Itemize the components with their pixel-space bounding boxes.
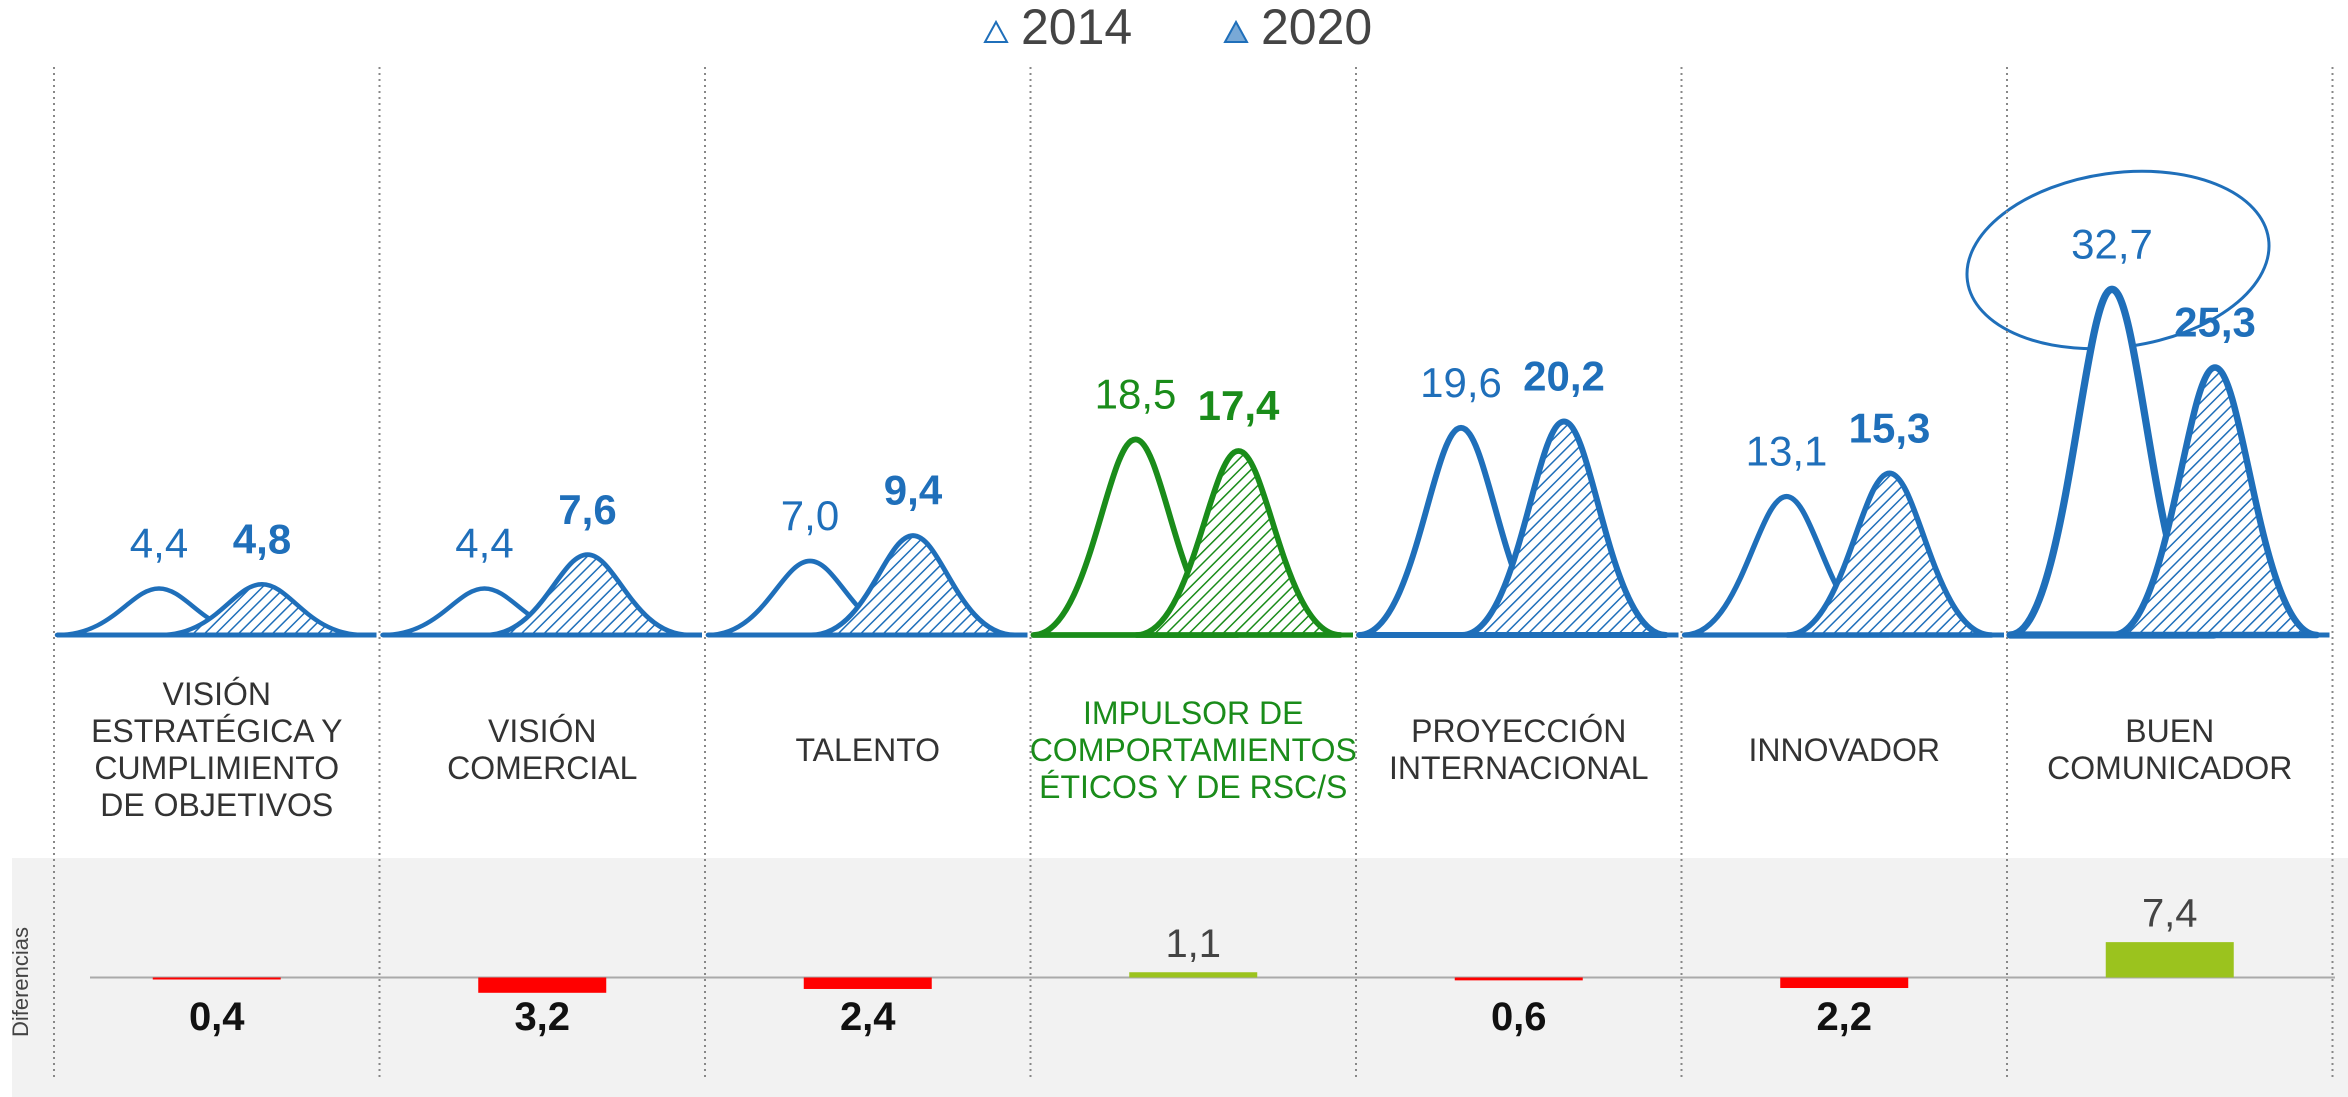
category-label: INNOVADOR: [1748, 731, 1940, 768]
bar: [1780, 977, 1909, 989]
value-label: 4,4: [455, 520, 513, 567]
legend-label: 2020: [1261, 0, 1372, 55]
value-label: 20,2: [1523, 353, 1605, 400]
peak: [1784, 470, 1995, 638]
category-label: VISIÓN COMERCIAL: [447, 713, 638, 786]
value-label: 17,4: [1198, 382, 1280, 429]
bar: [478, 977, 607, 993]
value-label: 3,2: [514, 995, 570, 1039]
category-label: VISIÓN ESTRATÉGICA Y CUMPLIMIENTO DE OBJ…: [91, 676, 343, 823]
category-label: PROYECCIÓN INTERNACIONAL: [1388, 713, 1649, 786]
value-label: 0,6: [1491, 995, 1547, 1039]
value-label: 13,1: [1746, 428, 1828, 475]
value-label: 2,2: [1816, 995, 1872, 1039]
peak: [1133, 448, 1344, 638]
peak: [1458, 418, 1670, 639]
bar: [803, 977, 932, 989]
legend-label: 2014: [1021, 0, 1132, 55]
value-label: 7,0: [781, 492, 839, 539]
value-label: 7,4: [2142, 892, 2198, 936]
y-axis-label: Diferencias: [8, 927, 33, 1037]
bar: [1454, 977, 1583, 981]
value-label: 4,4: [130, 520, 188, 567]
value-label: 15,3: [1849, 404, 1931, 451]
bar: [2105, 942, 2234, 978]
category-label: IMPULSOR DE COMPORTAMIENTOS ÉTICOS Y DE …: [1029, 694, 1357, 805]
value-label: 7,6: [558, 486, 616, 533]
value-label: 1,1: [1165, 922, 1221, 966]
bar: [152, 977, 281, 980]
category-label: TALENTO: [795, 731, 941, 768]
value-label: 32,7: [2071, 220, 2153, 267]
value-label: 4,8: [233, 515, 291, 562]
legend-marker: [983, 19, 1009, 43]
legend-marker: [1223, 19, 1249, 43]
value-label: 9,4: [884, 467, 943, 514]
peak: [808, 533, 1018, 638]
bar: [1129, 972, 1258, 978]
value-label: 0,4: [189, 995, 245, 1039]
peak: [157, 582, 367, 638]
peak: [483, 552, 692, 638]
value-label: 25,3: [2174, 299, 2256, 346]
peak: [2109, 364, 2321, 639]
value-label: 19,6: [1420, 359, 1502, 406]
value-label: 18,5: [1095, 371, 1177, 418]
category-label: BUEN COMUNICADOR: [2047, 713, 2293, 786]
value-label: 2,4: [840, 995, 896, 1039]
